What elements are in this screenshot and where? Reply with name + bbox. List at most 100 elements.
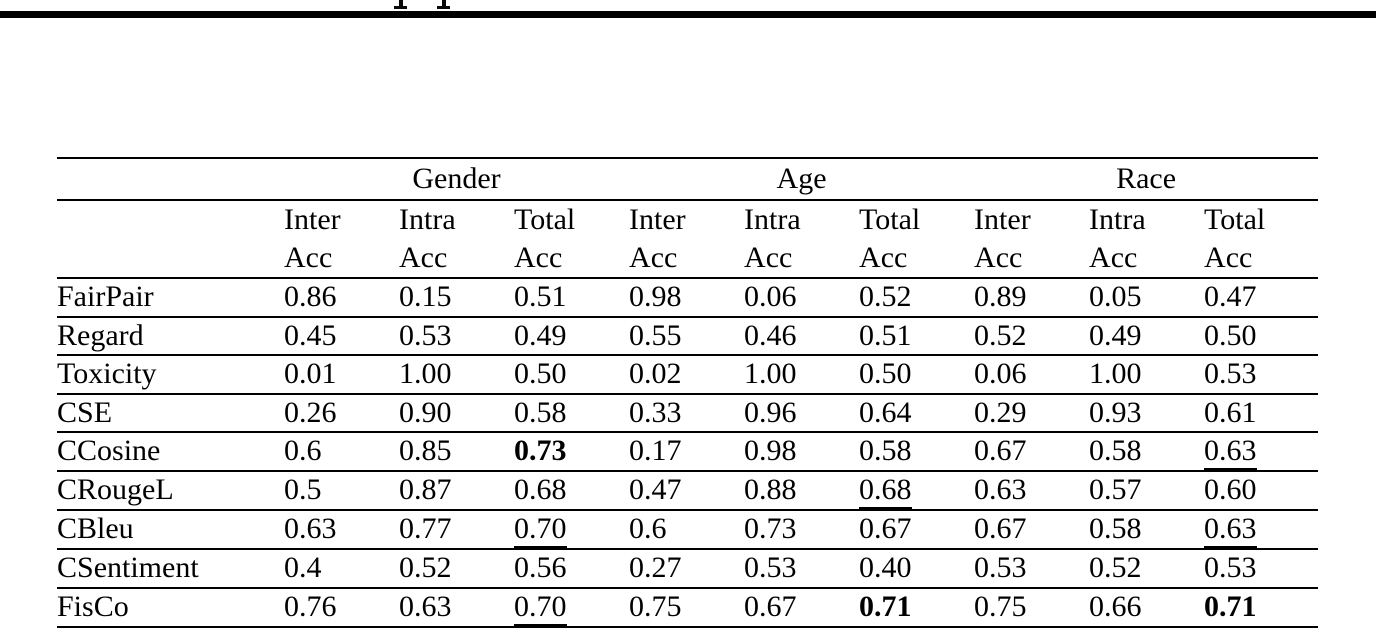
metric-cell: 0.52 xyxy=(1089,549,1205,589)
table-row-regard: Regard 0.45 0.53 0.49 0.55 0.46 0.51 0.52 0.49 0.… xyxy=(57,316,1319,356)
metric-value: 0.53 xyxy=(1204,551,1257,584)
descender-stem xyxy=(399,0,403,7)
metric-value: 0.06 xyxy=(974,357,1027,390)
descender-stem xyxy=(442,0,446,7)
metric-value: 0.58 xyxy=(1089,434,1142,468)
metric-value: 0.01 xyxy=(284,357,337,390)
metric-value: 0.76 xyxy=(284,589,337,623)
column-header-line2: Acc xyxy=(629,241,678,274)
metric-cell: 0.93 xyxy=(1089,393,1205,433)
metric-value: 0.58 xyxy=(1089,512,1142,546)
column-header-line1: Intra xyxy=(399,203,456,236)
metric-cell: 0.88 xyxy=(744,471,860,511)
corner-cell xyxy=(57,157,284,201)
metric-cell: 0.98 xyxy=(629,278,745,318)
column-header-line1: Total xyxy=(514,203,576,236)
metric-cell: 0.66 xyxy=(1089,587,1205,628)
table-header: Gender Age Race Inter Acc Intra Acc Total Acc In… xyxy=(57,157,1319,279)
metric-value: 0.67 xyxy=(974,512,1027,546)
metric-cell: 0.6 xyxy=(629,510,745,550)
metric-cell: 0.61 xyxy=(1204,393,1319,433)
metric-value: 0.70 xyxy=(514,591,567,626)
metric-cell: 0.63 xyxy=(1204,432,1319,472)
metric-cell: 0.06 xyxy=(744,278,860,318)
metric-value: 0.88 xyxy=(744,473,797,507)
metric-value: 0.53 xyxy=(1204,357,1257,390)
metric-value: 0.77 xyxy=(399,512,452,546)
metric-value: 1.00 xyxy=(744,357,797,390)
metric-cell: 0.6 xyxy=(284,432,399,472)
row-label: CSentiment xyxy=(57,549,284,589)
metric-value: 0.45 xyxy=(284,318,337,352)
metric-cell: 0.05 xyxy=(1089,278,1205,318)
metric-value: 0.51 xyxy=(514,280,567,313)
metric-value: 0.90 xyxy=(399,395,452,429)
metric-cell: 0.57 xyxy=(1089,471,1205,511)
metric-value: 0.67 xyxy=(744,589,797,623)
metric-value: 0.68 xyxy=(859,475,912,509)
metric-cell: 0.58 xyxy=(1089,510,1205,550)
metric-value: 0.6 xyxy=(284,434,322,468)
metric-value: 0.52 xyxy=(399,551,452,584)
metric-cell: 0.63 xyxy=(1204,510,1319,550)
metric-value: 0.33 xyxy=(629,395,682,429)
metric-value: 0.56 xyxy=(514,551,567,584)
metric-value: 0.49 xyxy=(514,318,567,352)
metric-cell: 0.01 xyxy=(284,355,399,395)
metric-value: 0.50 xyxy=(859,357,912,390)
metric-cell: 0.67 xyxy=(974,432,1090,472)
metric-cell: 0.53 xyxy=(974,549,1090,589)
metric-cell: 0.53 xyxy=(399,316,514,356)
metric-value: 0.63 xyxy=(1204,436,1257,470)
column-header-line1: Total xyxy=(1204,203,1266,236)
table-row-crougel: CRougeL 0.5 0.87 0.68 0.47 0.88 0.68 0.63 0.57 0.… xyxy=(57,471,1319,511)
metric-cell: 0.40 xyxy=(859,549,975,589)
metric-value: 0.63 xyxy=(974,473,1027,507)
row-label: FisCo xyxy=(57,587,284,628)
metric-value: 0.40 xyxy=(859,551,912,584)
metric-cell: 0.77 xyxy=(399,510,514,550)
metric-value: 0.71 xyxy=(859,589,912,623)
row-label: CSE xyxy=(57,393,284,433)
metric-cell: 0.63 xyxy=(974,471,1090,511)
column-header-line2: Acc xyxy=(974,241,1023,274)
column-header-line2: Acc xyxy=(859,241,908,274)
metric-cell: 0.76 xyxy=(284,587,399,628)
metric-cell: 0.53 xyxy=(744,549,860,589)
table-row-fairpair: FairPair 0.86 0.15 0.51 0.98 0.06 0.52 0.89 0.05… xyxy=(57,278,1319,318)
metric-cell: 0.86 xyxy=(284,278,399,318)
metric-value: 0.68 xyxy=(514,473,567,507)
metric-cell: 0.75 xyxy=(974,587,1090,628)
column-header-age-intra-acc: Intra Acc xyxy=(744,200,860,279)
metric-value: 0.02 xyxy=(629,357,682,390)
metric-cell: 0.70 xyxy=(514,510,630,550)
metric-cell: 1.00 xyxy=(744,355,860,395)
metric-cell: 1.00 xyxy=(1089,355,1205,395)
metric-cell: 0.58 xyxy=(859,432,975,472)
metric-value: 0.63 xyxy=(399,589,452,623)
metric-cell: 0.51 xyxy=(859,316,975,356)
column-header-line1: Inter xyxy=(284,203,341,236)
metric-value: 0.67 xyxy=(859,512,912,546)
column-header-line1: Total xyxy=(859,203,921,236)
metric-value: 0.96 xyxy=(744,395,797,429)
metric-value: 0.71 xyxy=(1204,589,1257,623)
metric-value: 0.60 xyxy=(1204,473,1257,507)
metric-cell: 0.71 xyxy=(859,587,975,628)
column-header-line2: Acc xyxy=(284,241,333,274)
metric-cell: 0.47 xyxy=(1204,278,1319,318)
metric-cell: 0.50 xyxy=(514,355,630,395)
metric-value: 0.52 xyxy=(1089,551,1142,584)
page-top-rule xyxy=(0,11,1376,18)
table-row-csentiment: CSentiment 0.4 0.52 0.56 0.27 0.53 0.40 0.53 0.5… xyxy=(57,549,1319,589)
metric-cell: 0.4 xyxy=(284,549,399,589)
metric-value: 0.55 xyxy=(629,318,682,352)
metric-cell: 0.70 xyxy=(514,587,630,628)
table-row-cbleu: CBleu 0.63 0.77 0.70 0.6 0.73 0.67 0.67 0.58 0.63 xyxy=(57,510,1319,550)
column-header-line2: Acc xyxy=(744,241,793,274)
metric-cell: 0.63 xyxy=(284,510,399,550)
group-header-row: Gender Age Race xyxy=(57,157,1319,201)
metric-cell: 0.56 xyxy=(514,549,630,589)
metric-value: 0.58 xyxy=(514,395,567,429)
metric-cell: 0.02 xyxy=(629,355,745,395)
